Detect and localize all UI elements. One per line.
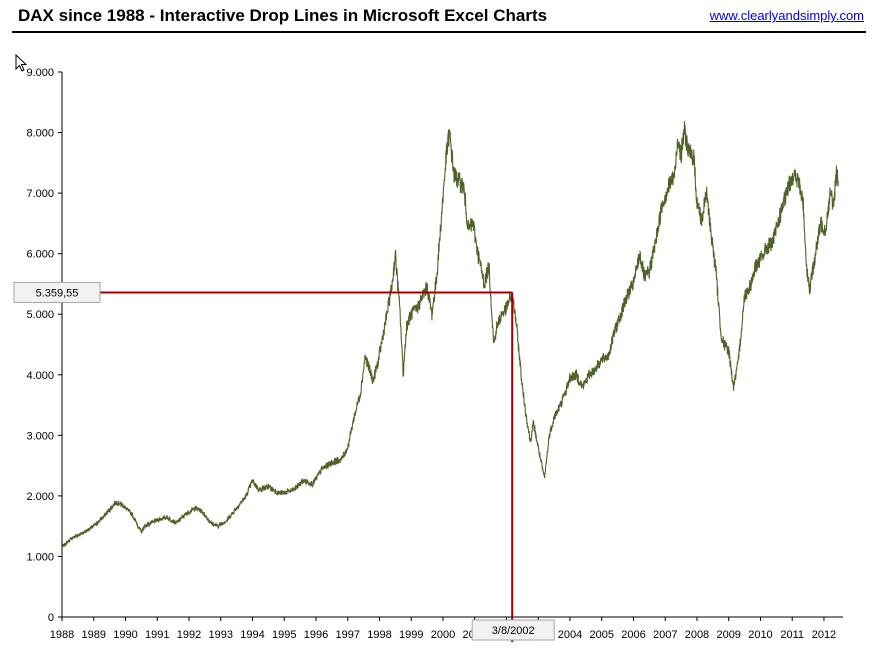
x-value-callout-label: 3/8/2002 — [492, 625, 535, 637]
x-axis-ticks: 1988 1989 1990 1991 1992 1993 1994 1995 1996 1997… — [50, 617, 836, 641]
x-tick-label: 2008 — [685, 629, 709, 641]
x-tick-label: 2004 — [558, 629, 582, 641]
x-tick-label: 2010 — [748, 629, 772, 641]
x-tick-label: 2012 — [812, 629, 836, 641]
y-value-callout[interactable]: 5.359,55 — [13, 281, 101, 303]
y-tick-label: 0 — [48, 612, 54, 624]
x-tick-label: 1990 — [113, 629, 137, 641]
x-tick-label: 1994 — [240, 629, 264, 641]
x-tick-label: 1988 — [50, 629, 74, 641]
dax-series-line — [61, 120, 839, 550]
y-axis-ticks: 0 1.000 2.000 3.000 4.000 5.000 6.000 7.000 8.00… — [26, 67, 62, 624]
x-tick-label: 2009 — [716, 629, 740, 641]
x-value-callout[interactable]: 3/8/2002 — [471, 619, 555, 641]
x-tick-label: 1992 — [177, 629, 201, 641]
y-tick-label: 7.000 — [26, 188, 54, 200]
x-tick-label: 2011 — [780, 629, 804, 641]
x-value-callout-box — [471, 619, 555, 641]
y-tick-label: 5.000 — [26, 309, 54, 321]
y-tick-label: 2.000 — [26, 491, 54, 503]
y-tick-label: 6.000 — [26, 249, 54, 261]
website-link[interactable]: www.clearlyandsimply.com — [709, 8, 864, 23]
x-tick-label: 2000 — [431, 629, 455, 641]
x-tick-label: 1989 — [82, 629, 106, 641]
x-tick-label: 1993 — [208, 629, 232, 641]
y-tick-label: 3.000 — [26, 430, 54, 442]
x-tick-label: 2007 — [653, 629, 677, 641]
title-divider — [12, 31, 866, 33]
x-tick-label: 1999 — [399, 629, 423, 641]
x-tick-label: 2005 — [589, 629, 613, 641]
chart-title: DAX since 1988 - Interactive Drop Lines … — [18, 6, 548, 25]
x-tick-label: 2006 — [621, 629, 645, 641]
y-value-callout-label: 5.359,55 — [36, 287, 79, 299]
y-tick-label: 4.000 — [26, 370, 54, 382]
x-tick-label: 1998 — [367, 629, 391, 641]
y-value-callout-box — [13, 281, 101, 303]
x-tick-label: 1997 — [335, 629, 359, 641]
chart-axes — [61, 72, 843, 618]
y-tick-label: 9.000 — [26, 67, 54, 79]
x-tick-label: 1995 — [272, 629, 296, 641]
y-tick-label: 1.000 — [26, 551, 54, 563]
x-tick-label: 1991 — [145, 629, 169, 641]
y-tick-label: 8.000 — [26, 128, 54, 140]
mouse-pointer-icon — [15, 54, 28, 72]
x-tick-label: 1996 — [304, 629, 328, 641]
drop-lines[interactable]: 5.359,55 3/8/2002 — [13, 281, 555, 642]
